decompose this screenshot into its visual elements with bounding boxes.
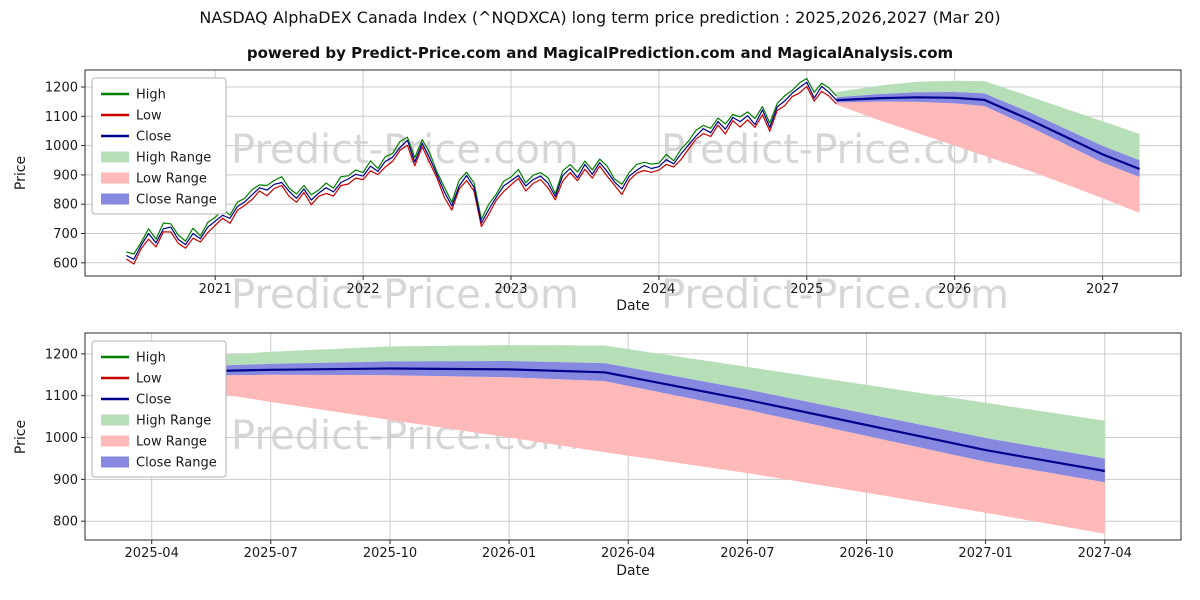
axis-ticks-labels: 2025-04 2025-07 2025-10 2026-01 2026-04 2026-…	[13, 347, 1132, 579]
svg-text:2025-04: 2025-04	[125, 546, 179, 561]
svg-text:2026: 2026	[938, 282, 971, 297]
svg-text:1100: 1100	[45, 389, 78, 404]
price-chart-main: 2021 2022 2023 2024 2025 2026 2027 600 700 800 900…	[13, 69, 1182, 315]
svg-text:900: 900	[53, 473, 78, 488]
svg-text:Low Range: Low Range	[136, 172, 207, 187]
chart-subtitle: powered by Predict-Price.com and Magical…	[246, 44, 954, 62]
forecast-close-line	[127, 367, 1105, 473]
svg-text:1000: 1000	[45, 139, 78, 154]
svg-text:2023: 2023	[494, 282, 527, 297]
svg-text:2025-10: 2025-10	[363, 546, 417, 561]
svg-text:Low: Low	[136, 109, 162, 124]
axis-ticks-labels: 2021 2022 2023 2024 2025 2026 2027 600 700 800 900…	[13, 81, 1119, 315]
svg-text:2027-04: 2027-04	[1078, 546, 1132, 561]
forecast-bands	[836, 80, 1140, 213]
svg-text:Close: Close	[136, 393, 171, 408]
svg-text:2026-07: 2026-07	[720, 546, 774, 561]
svg-text:1100: 1100	[45, 110, 78, 125]
forecast-bands	[127, 345, 1105, 534]
svg-text:600: 600	[53, 256, 78, 271]
svg-text:2026-01: 2026-01	[482, 546, 536, 561]
svg-text:2027: 2027	[1086, 282, 1119, 297]
svg-text:Low Range: Low Range	[136, 435, 207, 450]
svg-text:Low: Low	[136, 372, 162, 387]
x-axis-label: Date	[616, 298, 649, 314]
y-axis-label: Price	[13, 420, 29, 454]
svg-text:High Range: High Range	[136, 414, 211, 429]
svg-text:2021: 2021	[199, 282, 232, 297]
svg-text:2022: 2022	[347, 282, 380, 297]
svg-text:2025-07: 2025-07	[244, 546, 298, 561]
forecast-close-line	[836, 96, 1141, 171]
historical-lines	[126, 77, 837, 265]
legend: High Low Close High Range Low Range Close Ran…	[91, 77, 227, 215]
y-axis-label: Price	[13, 156, 29, 190]
svg-text:700: 700	[53, 227, 78, 242]
svg-text:1200: 1200	[45, 347, 78, 362]
svg-text:High: High	[136, 88, 166, 103]
svg-text:Close Range: Close Range	[136, 193, 217, 208]
plot-frame	[84, 69, 1182, 277]
svg-text:2024: 2024	[642, 282, 675, 297]
svg-text:1000: 1000	[45, 431, 78, 446]
svg-text:High: High	[136, 351, 166, 366]
svg-text:2026-04: 2026-04	[601, 546, 655, 561]
svg-text:High Range: High Range	[136, 151, 211, 166]
svg-text:Close: Close	[136, 130, 171, 145]
x-axis-label: Date	[616, 563, 649, 579]
legend: High Low Close High Range Low Range Close Ran…	[91, 340, 227, 478]
chart-title: NASDAQ AlphaDEX Canada Index (^NQDXCA) l…	[199, 8, 1001, 27]
svg-text:Close Range: Close Range	[136, 456, 217, 471]
plot-frame	[84, 332, 1182, 541]
svg-text:800: 800	[53, 515, 78, 530]
svg-text:2025: 2025	[790, 282, 823, 297]
svg-text:2027-01: 2027-01	[958, 546, 1012, 561]
svg-text:1200: 1200	[45, 81, 78, 96]
svg-text:800: 800	[53, 198, 78, 213]
svg-text:2026-10: 2026-10	[839, 546, 893, 561]
price-chart-forecast-zoom: 2025-04 2025-07 2025-10 2026-01 2026-04 2026-…	[13, 332, 1182, 579]
svg-text:900: 900	[53, 168, 78, 183]
